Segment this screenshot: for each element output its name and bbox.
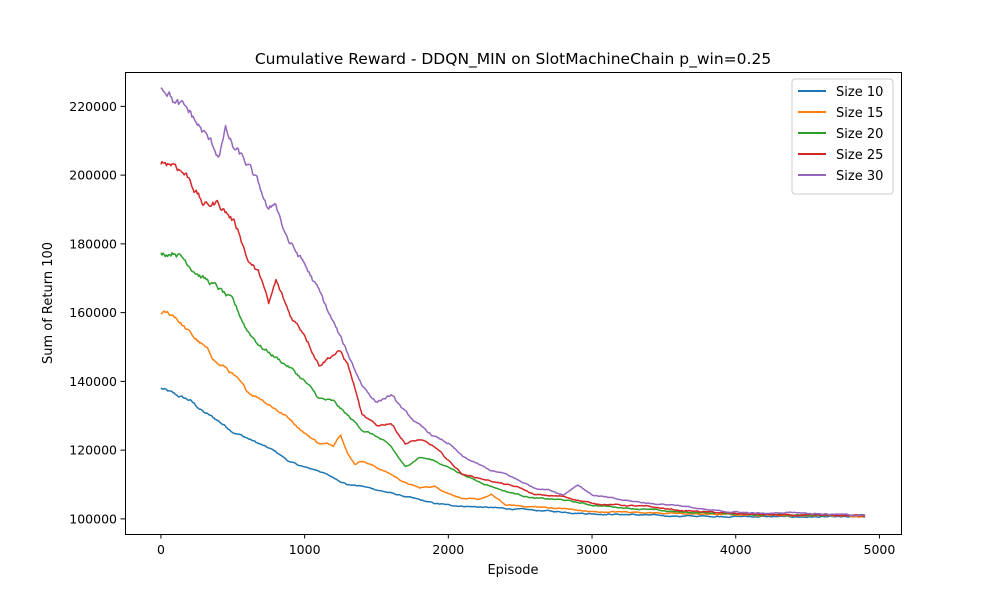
chart-title: Cumulative Reward - DDQN_MIN on SlotMach… — [255, 50, 771, 69]
x-axis: 0 1000 2000 3000 4000 5000 — [157, 534, 895, 557]
series-line-size-15 — [160, 310, 866, 518]
x-tick-label: 0 — [157, 542, 165, 557]
x-tick-label: 1000 — [289, 542, 321, 557]
y-axis: 100000 120000 140000 160000 180000 200000 2200… — [69, 99, 125, 526]
legend-box — [791, 78, 894, 195]
series-line-size-25 — [160, 160, 866, 517]
legend-label: Size 30 — [836, 169, 883, 184]
legend-label: Size 25 — [836, 148, 883, 163]
series-layer — [160, 87, 866, 519]
legend: Size 10 Size 15 Size 20 Size 25 Size 30 — [791, 78, 894, 195]
x-tick-label: 4000 — [720, 542, 752, 557]
y-tick-label: 160000 — [69, 305, 117, 320]
legend-label: Size 20 — [836, 127, 883, 142]
legend-label: Size 10 — [836, 85, 883, 100]
y-tick-label: 120000 — [69, 443, 117, 458]
x-axis-label: Episode — [487, 563, 538, 578]
x-tick-label: 3000 — [576, 542, 608, 557]
series-line-size-10 — [160, 387, 866, 519]
y-tick-label: 140000 — [69, 374, 117, 389]
series-line-size-30 — [160, 87, 866, 517]
y-tick-label: 180000 — [69, 236, 117, 251]
legend-label: Size 15 — [836, 106, 883, 121]
y-tick-label: 200000 — [69, 168, 117, 183]
y-axis-label: Sum of Return 100 — [41, 242, 56, 364]
x-tick-label: 5000 — [864, 542, 896, 557]
y-tick-label: 220000 — [69, 99, 117, 114]
x-tick-label: 2000 — [432, 542, 464, 557]
plot-area-frame — [125, 72, 902, 535]
y-tick-label: 100000 — [69, 511, 117, 526]
